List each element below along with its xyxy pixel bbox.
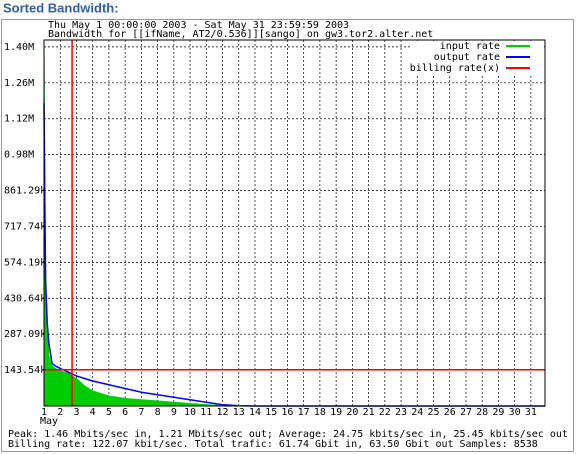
- x-tick-label: 20: [346, 407, 358, 418]
- x-tick-label: 9: [171, 407, 177, 418]
- x-tick-label: 29: [492, 407, 504, 418]
- y-tick-label: 0.98M: [4, 150, 34, 161]
- x-tick-label: 11: [200, 407, 212, 418]
- x-tick-label: 14: [249, 407, 261, 418]
- x-tick-label: 13: [233, 407, 245, 418]
- x-tick-label: 7: [138, 407, 144, 418]
- footer-line: Peak: 1.46 Mbits/sec in, 1.21 Mbits/sec …: [8, 429, 568, 440]
- x-tick-label: 6: [122, 407, 128, 418]
- output-line: [43, 103, 545, 407]
- x-tick-label: 22: [379, 407, 391, 418]
- y-tick-label: 574.19k: [4, 257, 46, 268]
- x-tick-label: 12: [216, 407, 228, 418]
- x-tick-label: 17: [298, 407, 310, 418]
- x-tick-label: 10: [184, 407, 196, 418]
- chart-title: Thu May 1 00:00:00 2003 - Sat May 31 23:…: [48, 20, 349, 31]
- heading: Sorted Bandwidth:: [3, 0, 119, 15]
- y-tick-label: 861.29k: [4, 186, 46, 197]
- x-tick-label: 24: [411, 407, 423, 418]
- y-tick-label: 143.54k: [4, 365, 46, 376]
- y-tick-label: 717.74k: [4, 221, 46, 232]
- y-tick-label: 1.26M: [4, 78, 34, 89]
- x-tick-label: 30: [509, 407, 521, 418]
- x-tick-label: 19: [330, 407, 342, 418]
- x-tick-label: 31: [525, 407, 537, 418]
- x-tick-label: 25: [427, 407, 439, 418]
- x-tick-label: 23: [395, 407, 407, 418]
- plot-area: [43, 39, 546, 407]
- plot-border: [43, 39, 546, 407]
- x-tick-label: 21: [363, 407, 375, 418]
- chart-subtitle: Bandwidth for [[ifName, AT2/0.536]][sang…: [48, 29, 433, 40]
- x-tick-label: 8: [155, 407, 161, 418]
- y-tick-label: 287.09k: [4, 329, 46, 340]
- x-tick-label: 5: [106, 407, 112, 418]
- x-tick-label: 15: [265, 407, 277, 418]
- x-tick-label: 1: [41, 407, 47, 418]
- x-tick-label: 3: [73, 407, 79, 418]
- x-tick-label: 16: [281, 407, 293, 418]
- legend-label: billing rate(x): [410, 63, 500, 74]
- x-tick-label: 18: [314, 407, 326, 418]
- legend-label: output rate: [434, 52, 500, 63]
- x-tick-label: 4: [90, 407, 96, 418]
- x-tick-label: 28: [476, 407, 488, 418]
- footer-line: Billing rate: 122.07 kbit/sec. Total tra…: [8, 439, 538, 450]
- x-tick-label: 2: [57, 407, 63, 418]
- y-tick-label: 1.40M: [4, 42, 34, 53]
- y-tick-label: 430.64k: [4, 293, 46, 304]
- y-tick-label: 1.12M: [4, 114, 34, 125]
- x-axis-label: May: [40, 416, 58, 427]
- x-tick-label: 26: [444, 407, 456, 418]
- legend-label: input rate: [440, 41, 500, 52]
- x-tick-label: 27: [460, 407, 472, 418]
